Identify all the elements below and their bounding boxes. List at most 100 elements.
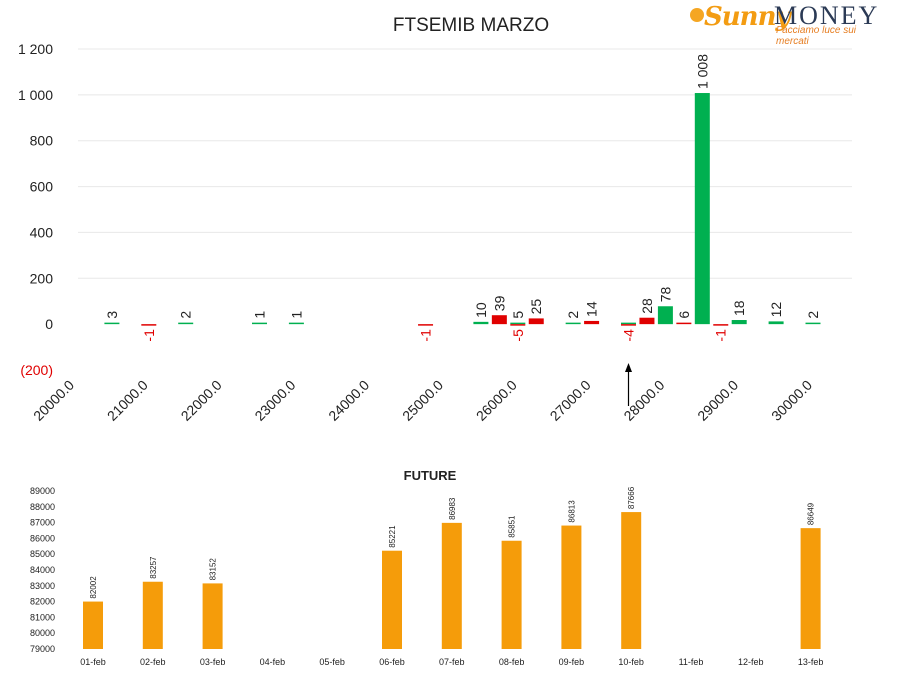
bar [713, 324, 729, 326]
bar [418, 324, 434, 326]
bar [676, 322, 692, 325]
data-label: 1 008 [694, 54, 710, 89]
bar [288, 322, 304, 325]
x-tick-label: 09-feb [559, 657, 585, 667]
data-label: 10 [473, 302, 489, 318]
data-label: 18 [731, 300, 747, 316]
bar [657, 306, 673, 325]
x-tick-label: 01-feb [80, 657, 106, 667]
bar [104, 322, 120, 325]
x-tick-label: 04-feb [260, 657, 286, 667]
bar [510, 324, 526, 326]
x-tick-label: 28000.0 [620, 377, 667, 424]
y-tick-label: 85000 [30, 549, 55, 559]
y-tick-label: 83000 [30, 581, 55, 591]
bar [491, 315, 507, 325]
y-tick-label: 0 [45, 316, 53, 332]
x-tick-label: 10-feb [618, 657, 644, 667]
data-label: -5 [510, 329, 526, 342]
chart-title: FTSEMIB MARZO [393, 15, 549, 36]
bar [731, 320, 747, 325]
data-label: 87666 [627, 486, 636, 509]
data-label: 14 [584, 301, 600, 317]
chart-title: FUTURE [404, 468, 457, 483]
y-tick-label: 200 [30, 270, 54, 286]
y-tick-label: 86000 [30, 533, 55, 543]
bar [561, 525, 582, 649]
data-label: 86983 [448, 497, 457, 520]
data-label: 85851 [508, 515, 517, 538]
x-tick-label: 26000.0 [473, 377, 520, 424]
x-tick-label: 06-feb [379, 657, 405, 667]
y-tick-label: 1 000 [18, 87, 53, 103]
x-tick-label: 12-feb [738, 657, 764, 667]
data-label: 3 [104, 311, 120, 319]
x-tick-label: 23000.0 [251, 377, 298, 424]
bar [382, 550, 402, 649]
y-tick-label: 88000 [30, 502, 55, 512]
bar [639, 317, 655, 325]
x-tick-label: 21000.0 [104, 377, 151, 424]
bar [694, 93, 710, 325]
x-tick-label: 29000.0 [694, 377, 741, 424]
data-label: 1 [252, 311, 268, 319]
open-interest-chart: FTSEMIB MARZO 1 200 1 000 800 600 400 200 0 (200… [18, 15, 852, 424]
y-tick-label: 87000 [30, 518, 55, 528]
data-label: 85221 [388, 525, 397, 548]
bar [768, 321, 784, 325]
y-tick-label: 81000 [30, 612, 55, 622]
x-tick-label: 27000.0 [547, 377, 594, 424]
x-tick-label: 11-feb [679, 657, 704, 667]
logo-word-sunny: Sunny [704, 2, 791, 32]
bar [83, 601, 103, 649]
bar [805, 322, 821, 325]
data-label: 82002 [89, 576, 98, 599]
data-label: 78 [657, 286, 673, 302]
data-label: -1 [418, 329, 434, 342]
x-tick-label: 05-feb [319, 657, 345, 667]
sun-icon [690, 8, 704, 22]
data-label: 86813 [567, 500, 576, 523]
bar [142, 581, 163, 649]
x-tick-label: 07-feb [439, 657, 465, 667]
data-label: 6 [676, 311, 692, 319]
arrow-head-icon [625, 363, 632, 372]
y-tick-label: 1 200 [18, 41, 53, 57]
data-label: 83257 [149, 556, 158, 579]
bar [621, 512, 642, 649]
y-tick-label: (200) [20, 362, 53, 378]
x-tick-label: 08-feb [499, 657, 525, 667]
brand-logo: Sunny MONEY Facciamo luce sui mercati [690, 1, 890, 47]
data-label: 2 [178, 311, 194, 319]
y-tick-label: 89000 [30, 486, 55, 496]
future-chart: FUTURE 89000 88000 87000 86000 85000 84000 8300… [30, 468, 823, 667]
bar [621, 322, 636, 325]
data-label: 1 [288, 311, 304, 319]
bar [528, 318, 544, 325]
x-tick-label: 02-feb [140, 657, 166, 667]
bar [441, 522, 462, 649]
y-tick-label: 82000 [30, 597, 55, 607]
y-tick-label: 79000 [30, 644, 55, 654]
bar [621, 324, 636, 326]
bar [501, 540, 522, 649]
x-tick-label: 24000.0 [325, 377, 372, 424]
bar [584, 320, 600, 325]
data-label: 2 [805, 311, 821, 319]
y-tick-label: 600 [30, 179, 54, 195]
bar [141, 324, 157, 326]
x-tick-label: 20000.0 [30, 377, 77, 424]
bar [202, 583, 223, 649]
data-label: 25 [528, 299, 544, 315]
bar [510, 322, 526, 325]
y-tick-label: 80000 [30, 628, 55, 638]
bar [800, 528, 821, 649]
y-tick-label: 800 [30, 133, 54, 149]
data-label: 5 [510, 311, 526, 319]
x-tick-label: 25000.0 [399, 377, 446, 424]
data-label: 86649 [807, 502, 816, 525]
x-tick-label: 30000.0 [768, 377, 815, 424]
bar [473, 321, 489, 325]
x-tick-label: 22000.0 [178, 377, 225, 424]
data-label: 2 [565, 311, 581, 319]
